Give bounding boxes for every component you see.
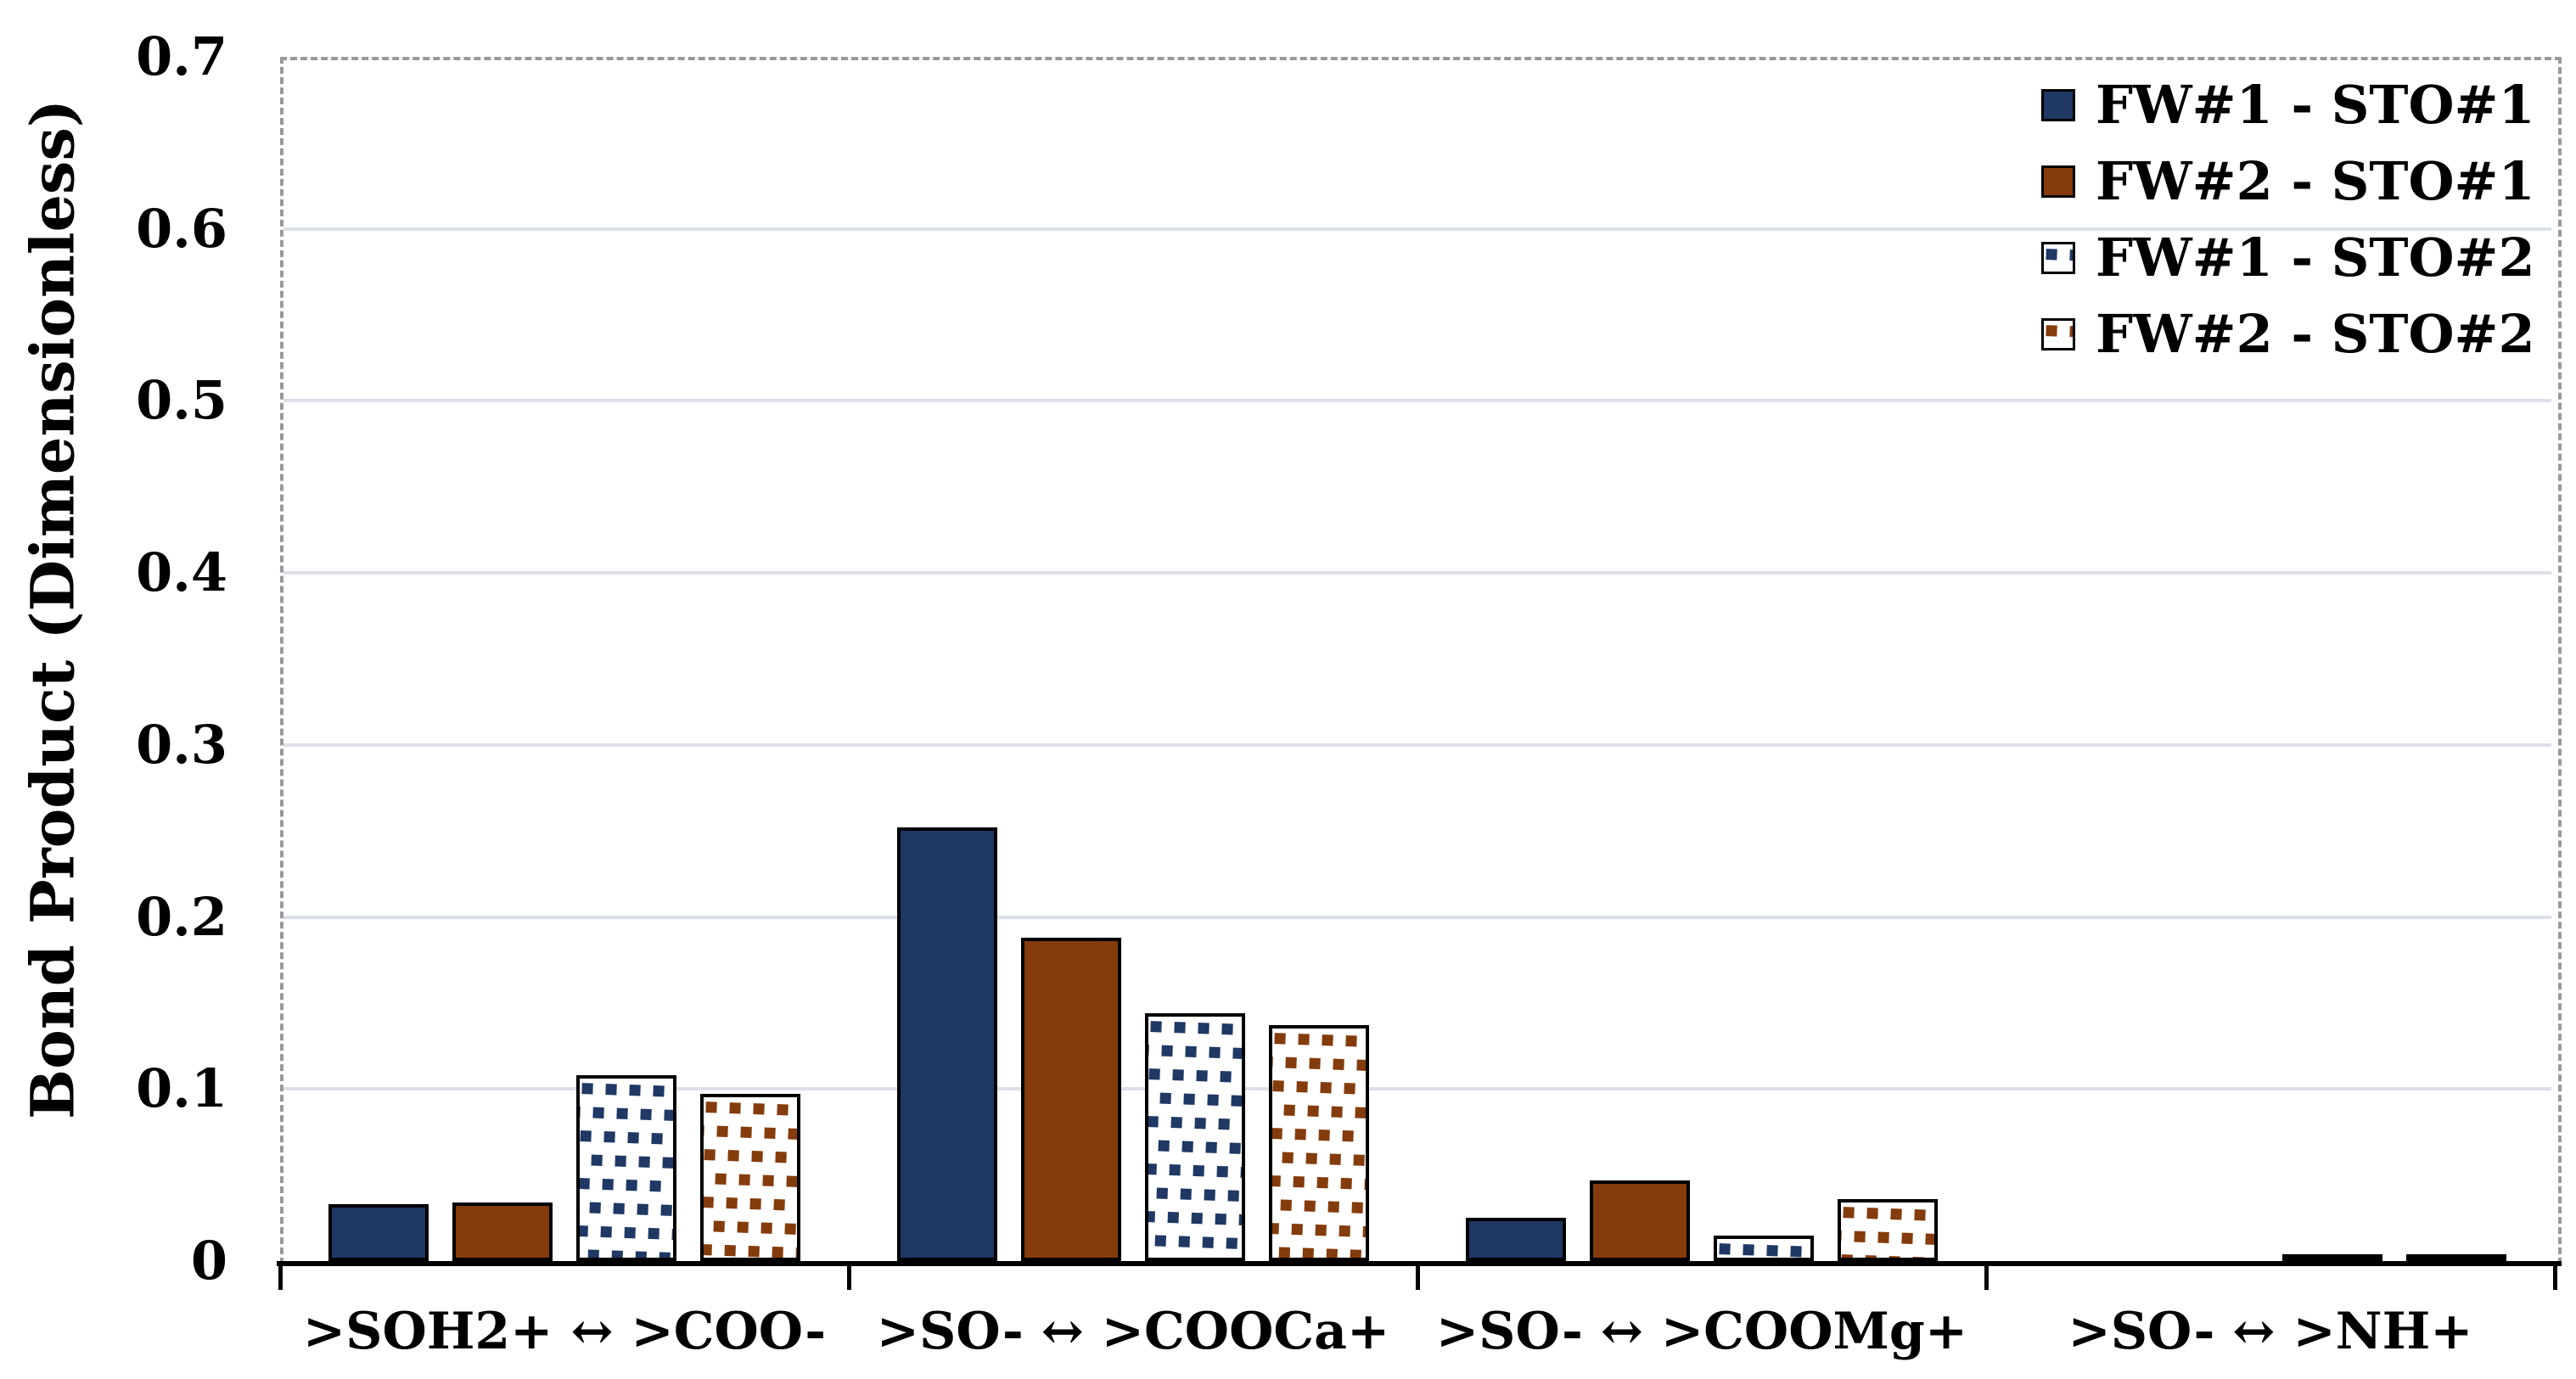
bar — [328, 1204, 429, 1261]
y-tick-label: 0.4 — [136, 541, 227, 603]
y-tick-label: 0.7 — [136, 25, 227, 87]
gridline — [283, 743, 2551, 747]
x-axis-tick — [1984, 1264, 1989, 1290]
gridline — [283, 399, 2551, 402]
bar — [576, 1075, 676, 1261]
legend-label: FW#1 - STO#2 — [2096, 227, 2535, 289]
bar — [2282, 1254, 2382, 1261]
x-axis-tick — [1416, 1264, 1420, 1290]
y-tick-label: 0.2 — [136, 886, 227, 948]
bar — [1714, 1236, 1814, 1261]
x-category-label: >SO- ↔ >COOCa+ — [876, 1302, 1390, 1361]
y-tick-label: 0.5 — [136, 369, 227, 431]
bar — [897, 827, 997, 1261]
legend-item: FW#2 - STO#1 — [2041, 155, 2535, 208]
x-axis-tick — [847, 1264, 851, 1290]
y-tick-label: 0.1 — [136, 1057, 227, 1119]
legend-label: FW#2 - STO#1 — [2096, 150, 2535, 212]
gridline — [283, 1087, 2551, 1090]
gridline — [283, 571, 2551, 575]
legend-label: FW#1 - STO#1 — [2096, 74, 2535, 136]
x-axis-tick — [2553, 1264, 2557, 1290]
gridline — [283, 916, 2551, 919]
x-axis-tick — [278, 1264, 283, 1290]
legend-swatch — [2041, 242, 2075, 274]
bar — [2406, 1254, 2506, 1261]
bar — [1269, 1025, 1369, 1261]
legend-swatch — [2041, 89, 2075, 121]
bar — [1145, 1013, 1245, 1261]
x-category-label: >SO- ↔ >NH+ — [2068, 1302, 2473, 1361]
x-category-label: >SO- ↔ >COOMg+ — [1435, 1302, 1968, 1361]
bar — [452, 1202, 553, 1261]
plot-area — [280, 57, 2562, 1264]
y-tick-label: 0.6 — [136, 198, 227, 260]
legend-item: FW#1 - STO#2 — [2041, 232, 2535, 284]
y-tick-label: 0.3 — [136, 714, 227, 776]
gridline — [283, 227, 2551, 231]
legend-swatch — [2041, 165, 2075, 198]
bar — [700, 1094, 800, 1261]
legend-item: FW#1 - STO#1 — [2041, 79, 2535, 132]
x-category-label: >SOH2+ ↔ >COO- — [302, 1302, 827, 1361]
bar — [1466, 1218, 1566, 1261]
bar — [1590, 1180, 1690, 1261]
legend-swatch — [2041, 318, 2075, 350]
y-tick-label: 0 — [190, 1230, 227, 1292]
bar — [1838, 1199, 1938, 1261]
legend-item: FW#2 - STO#2 — [2041, 308, 2535, 361]
legend-label: FW#2 - STO#2 — [2096, 303, 2535, 365]
x-axis-line — [277, 1261, 2562, 1266]
bar — [1021, 938, 1121, 1261]
